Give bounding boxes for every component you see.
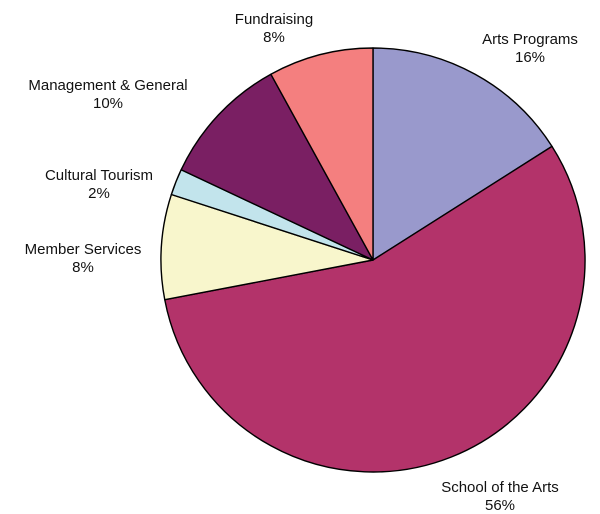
slice-label-arts-programs: Arts Programs 16% xyxy=(482,31,578,66)
slice-value-cultural-tourism: 2% xyxy=(88,185,110,202)
slice-value-fundraising: 8% xyxy=(263,29,285,46)
slice-name-arts-programs: Arts Programs xyxy=(482,31,578,48)
pie-slices xyxy=(160,47,586,473)
slice-name-management-general: Management & General xyxy=(28,77,187,94)
slice-value-arts-programs: 16% xyxy=(515,49,545,66)
slice-label-fundraising: Fundraising 8% xyxy=(235,11,313,46)
pie-slice-member-services xyxy=(160,193,374,301)
slice-name-school-of-the-arts: School of the Arts xyxy=(441,479,559,496)
pie-slice-school-of-the-arts xyxy=(164,145,586,473)
slice-label-management-general: Management & General 10% xyxy=(28,77,187,112)
slice-name-fundraising: Fundraising xyxy=(235,11,313,28)
slice-value-management-general: 10% xyxy=(93,95,123,112)
slice-label-cultural-tourism: Cultural Tourism 2% xyxy=(45,167,153,202)
slice-value-school-of-the-arts: 56% xyxy=(485,497,515,514)
pie-slice-fundraising xyxy=(270,47,374,261)
slice-value-member-services: 8% xyxy=(72,259,94,276)
slice-name-cultural-tourism: Cultural Tourism xyxy=(45,167,153,184)
slice-name-member-services: Member Services xyxy=(25,241,142,258)
slice-label-school-of-the-arts: School of the Arts 56% xyxy=(441,479,559,514)
pie-slice-management-general xyxy=(180,73,374,261)
pie-slice-arts-programs xyxy=(372,47,553,261)
slice-label-member-services: Member Services 8% xyxy=(25,241,142,276)
